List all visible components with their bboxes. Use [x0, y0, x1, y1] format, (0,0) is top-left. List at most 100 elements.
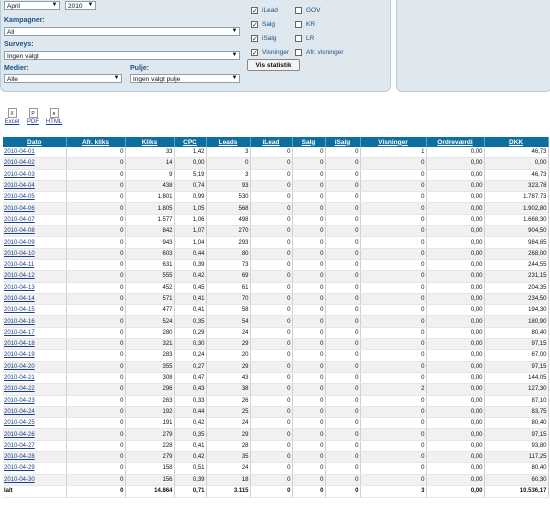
- export-excel-link[interactable]: X Excel: [3, 108, 21, 125]
- table-row: 2010-04-12 0 555 0,42 69 0 0 0 0 0,00 231,15: [3, 270, 549, 283]
- column-header[interactable]: Afr. kliks: [66, 137, 126, 147]
- table-row: 2010-04-09 0 943 1,04 293 0 0 0 0 0,00 984,65: [3, 236, 549, 249]
- date-link[interactable]: 2010-04-26: [3, 428, 67, 441]
- column-header[interactable]: Kliks: [125, 137, 175, 147]
- column-header[interactable]: Ordreværdi: [426, 137, 485, 147]
- checkbox-visninger[interactable]: ✓ Visninger: [251, 48, 289, 57]
- vis-statistik-button[interactable]: Vis statistik: [247, 59, 300, 71]
- checkmark-icon[interactable]: ✓: [251, 35, 258, 43]
- date-link[interactable]: 2010-04-02: [3, 157, 67, 170]
- date-link[interactable]: 2010-04-17: [3, 327, 67, 340]
- table-cell: 14: [125, 157, 175, 170]
- date-link[interactable]: 2010-04-09: [3, 236, 67, 249]
- column-header[interactable]: Leads: [206, 137, 251, 147]
- total-cell: 0: [292, 484, 326, 498]
- year-select[interactable]: 2010 ▼: [65, 1, 96, 10]
- date-link[interactable]: 2010-04-27: [3, 440, 67, 453]
- table-cell: 0: [325, 451, 361, 464]
- table-cell: 58: [206, 304, 251, 317]
- column-header[interactable]: iLead: [250, 137, 293, 147]
- pulje-select[interactable]: Ingen valgt pulje ▼: [130, 74, 240, 83]
- table-cell: 0: [66, 383, 126, 396]
- table-cell: 1.801: [125, 191, 175, 204]
- medier-select[interactable]: Alle ▼: [4, 74, 122, 83]
- date-link[interactable]: 2010-04-05: [3, 191, 67, 204]
- table-cell: 0: [325, 214, 361, 227]
- checkbox-kr[interactable]: KR: [295, 20, 315, 29]
- checkbox-box[interactable]: [295, 7, 302, 14]
- table-cell: 38: [206, 383, 251, 396]
- date-link[interactable]: 2010-04-20: [3, 361, 67, 373]
- checkbox-salg[interactable]: ✓ Salg: [251, 20, 275, 29]
- column-header[interactable]: CPC: [174, 137, 207, 147]
- total-cell: 10.536,17: [484, 484, 549, 498]
- date-link[interactable]: 2010-04-04: [3, 180, 67, 193]
- checkbox-box[interactable]: [295, 21, 302, 28]
- date-link[interactable]: 2010-04-03: [3, 169, 67, 181]
- table-cell: 0,45: [174, 282, 207, 294]
- column-header[interactable]: Salg: [292, 137, 326, 147]
- export-html-link[interactable]: e HTML: [45, 108, 63, 125]
- date-link[interactable]: 2010-04-18: [3, 338, 67, 351]
- table-cell: 1,04: [174, 236, 207, 249]
- column-header[interactable]: DKK: [484, 137, 549, 147]
- date-link[interactable]: 2010-04-07: [3, 214, 67, 227]
- date-link[interactable]: 2010-04-14: [3, 293, 67, 306]
- table-row: 2010-04-05 0 1.801 0,99 530 0 0 0 0 0,00 1.787,73: [3, 191, 549, 204]
- kampagner-select[interactable]: All ▼: [4, 27, 240, 36]
- table-cell: 0,41: [174, 440, 207, 453]
- table-cell: 0: [250, 440, 293, 453]
- column-header[interactable]: iSalg: [325, 137, 361, 147]
- checkmark-icon[interactable]: ✓: [251, 49, 258, 57]
- table-row: 2010-04-25 0 191 0,42 24 0 0 0 0 0,00 80,40: [3, 417, 549, 430]
- table-cell: 0: [325, 349, 361, 362]
- table-cell: 603: [125, 248, 175, 260]
- month-select[interactable]: April ▼: [4, 1, 60, 10]
- table-cell: 477: [125, 304, 175, 317]
- date-link[interactable]: 2010-04-25: [3, 417, 67, 430]
- checkbox-afr-visninger[interactable]: Afr. visninger: [295, 48, 344, 57]
- date-link[interactable]: 2010-04-08: [3, 225, 67, 238]
- table-cell: 0: [66, 202, 126, 215]
- date-link[interactable]: 2010-04-29: [3, 462, 67, 475]
- date-link[interactable]: 2010-04-13: [3, 282, 67, 294]
- date-link[interactable]: 2010-04-06: [3, 202, 67, 215]
- date-link[interactable]: 2010-04-01: [3, 147, 67, 159]
- export-pdf-link[interactable]: P PDF: [24, 108, 42, 125]
- table-cell: 0: [66, 417, 126, 430]
- table-cell: 0: [292, 248, 326, 260]
- table-cell: 0: [325, 282, 361, 294]
- column-header[interactable]: Visninger: [360, 137, 427, 147]
- table-cell: 280: [125, 327, 175, 340]
- checkbox-gov[interactable]: GOV: [295, 6, 320, 15]
- checkbox-ilead[interactable]: ✓ iLead: [251, 6, 278, 15]
- table-cell: 0: [325, 372, 361, 385]
- date-link[interactable]: 2010-04-21: [3, 372, 67, 385]
- table-cell: 0,39: [174, 259, 207, 272]
- table-cell: 0,00: [426, 293, 485, 306]
- date-link[interactable]: 2010-04-28: [3, 451, 67, 464]
- checkmark-icon[interactable]: ✓: [251, 21, 258, 29]
- date-link[interactable]: 2010-04-19: [3, 349, 67, 362]
- date-link[interactable]: 2010-04-16: [3, 315, 67, 328]
- checkbox-isalg[interactable]: ✓ iSalg: [251, 34, 276, 43]
- checkbox-box[interactable]: [295, 35, 302, 42]
- checkbox-lr[interactable]: LR: [295, 34, 314, 43]
- date-link[interactable]: 2010-04-22: [3, 383, 67, 396]
- date-link[interactable]: 2010-04-24: [3, 406, 67, 419]
- date-link[interactable]: 2010-04-11: [3, 259, 67, 272]
- date-link[interactable]: 2010-04-30: [3, 474, 67, 486]
- date-link[interactable]: 2010-04-23: [3, 395, 67, 407]
- table-row: 2010-04-16 0 524 0,35 54 0 0 0 0 0,00 180,90: [3, 315, 549, 328]
- side-panel: [396, 0, 550, 92]
- date-link[interactable]: 2010-04-12: [3, 270, 67, 283]
- table-row: 2010-04-17 0 280 0,29 24 0 0 0 0 0,00 80,40: [3, 327, 549, 340]
- date-link[interactable]: 2010-04-10: [3, 248, 67, 260]
- table-cell: 0: [250, 372, 293, 385]
- checkmark-icon[interactable]: ✓: [251, 7, 258, 15]
- date-link[interactable]: 2010-04-15: [3, 304, 67, 317]
- table-cell: 0: [250, 349, 293, 362]
- surveys-select[interactable]: Ingen valgt ▼: [4, 51, 240, 60]
- checkbox-box[interactable]: [295, 49, 302, 56]
- column-header[interactable]: Dato: [3, 137, 67, 147]
